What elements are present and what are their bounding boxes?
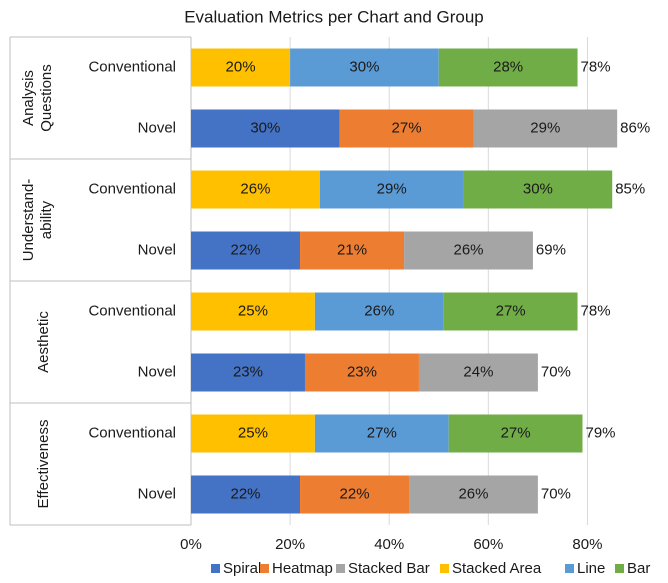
legend-label: Heatmap (272, 560, 333, 577)
group-label: Questions (38, 64, 55, 132)
bar-segment (191, 109, 340, 148)
x-tick-label: 0% (180, 536, 202, 553)
bar-segment (191, 48, 291, 87)
bar-segment (473, 109, 618, 148)
value-label: 27% (367, 424, 397, 441)
y-tick-label: Novel (138, 485, 176, 502)
value-label: 23% (233, 363, 263, 380)
legend-swatch (565, 564, 574, 573)
y-tick-label: Conventional (88, 424, 176, 441)
legend-swatch (615, 564, 624, 573)
bar-segment (339, 109, 474, 148)
bar-segment (304, 353, 419, 392)
legend-swatch (211, 564, 220, 573)
group-label: ability (38, 200, 55, 239)
legend-swatch (440, 564, 449, 573)
legend-label: Stacked Bar (348, 560, 430, 577)
bar-segment (191, 231, 301, 270)
value-label: 25% (238, 302, 268, 319)
bar-segment (191, 414, 315, 453)
bar-segment (314, 414, 449, 453)
bar-segment (300, 475, 410, 514)
legend-label: Line (577, 560, 605, 577)
bar-segment (191, 292, 315, 331)
legend-swatch (260, 564, 269, 573)
bar-segment (418, 353, 538, 392)
value-label: 22% (340, 485, 370, 502)
value-label: 25% (238, 424, 268, 441)
x-tick-label: 40% (374, 536, 404, 553)
bar-segment (443, 292, 578, 331)
total-label: 78% (581, 58, 611, 75)
legend-label: Bar (627, 560, 650, 577)
value-label: 26% (453, 241, 483, 258)
total-label: 69% (536, 241, 566, 258)
legend-swatch (336, 564, 345, 573)
value-label: 30% (523, 180, 553, 197)
bar-segment (191, 475, 301, 514)
value-label: 27% (392, 119, 422, 136)
value-label: 26% (458, 485, 488, 502)
y-tick-label: Conventional (88, 58, 176, 75)
value-label: 27% (496, 302, 526, 319)
value-label: 29% (377, 180, 407, 197)
total-label: 86% (620, 119, 650, 136)
chart-title: Evaluation Metrics per Chart and Group (184, 7, 484, 26)
group-label: Understand- (20, 179, 37, 262)
value-label: 26% (364, 302, 394, 319)
total-label: 85% (615, 180, 645, 197)
bar-segment (191, 353, 305, 392)
bar-segment (314, 292, 444, 331)
bar-segment (191, 170, 320, 209)
x-tick-label: 60% (473, 536, 503, 553)
y-tick-label: Novel (138, 241, 176, 258)
value-label: 30% (349, 58, 379, 75)
total-label: 70% (541, 485, 571, 502)
value-label: 27% (501, 424, 531, 441)
group-label: Effectiveness (35, 420, 52, 509)
y-tick-label: Conventional (88, 302, 176, 319)
value-label: 20% (226, 58, 256, 75)
y-tick-label: Novel (138, 363, 176, 380)
y-tick-label: Conventional (88, 180, 176, 197)
value-label: 29% (530, 119, 560, 136)
bar-segment (404, 231, 533, 270)
value-label: 21% (337, 241, 367, 258)
total-label: 78% (581, 302, 611, 319)
group-label: Analysis (20, 70, 37, 126)
bar-segment (290, 48, 439, 87)
value-label: 28% (493, 58, 523, 75)
legend-label: Stacked Area (452, 560, 542, 577)
value-label: 30% (250, 119, 280, 136)
bar-segment (463, 170, 613, 209)
total-label: 70% (541, 363, 571, 380)
value-label: 26% (240, 180, 270, 197)
bar-segment (409, 475, 538, 514)
value-label: 23% (347, 363, 377, 380)
bar-segment (448, 414, 583, 453)
total-label: 79% (585, 424, 615, 441)
value-label: 22% (230, 241, 260, 258)
bar-segment (319, 170, 464, 209)
group-label: Aesthetic (35, 311, 52, 373)
x-tick-label: 80% (572, 536, 602, 553)
bar-segment (438, 48, 578, 87)
legend-label: Spiral (223, 560, 261, 577)
value-label: 24% (463, 363, 493, 380)
bar-segment (300, 231, 405, 270)
y-tick-label: Novel (138, 119, 176, 136)
x-tick-label: 20% (275, 536, 305, 553)
value-label: 22% (230, 485, 260, 502)
